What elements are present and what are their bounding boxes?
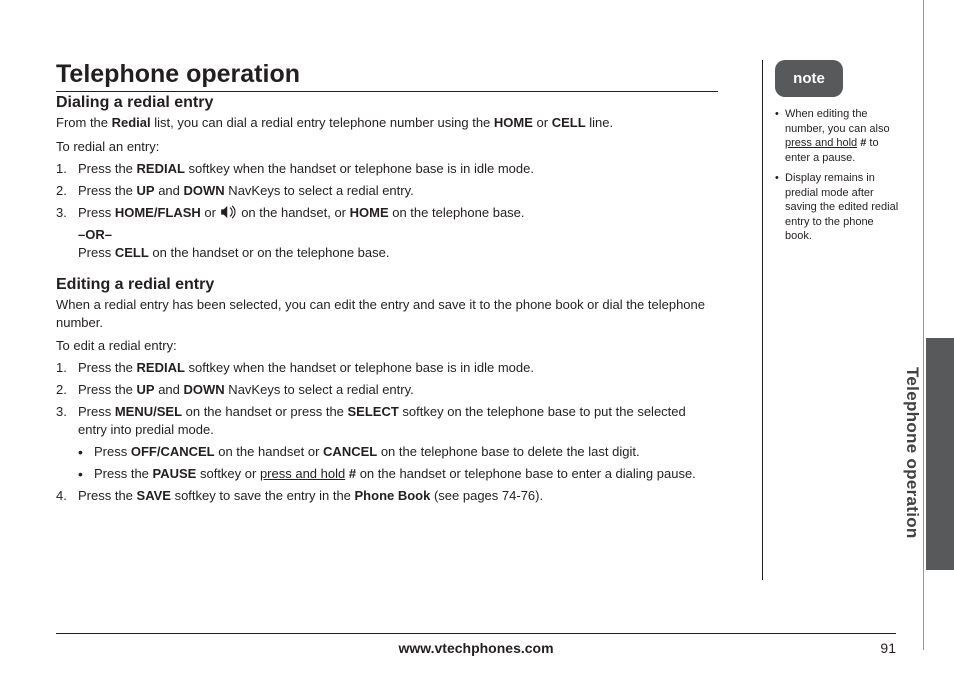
note-item: Display remains in predial mode after sa… [775, 171, 900, 244]
main-column: Telephone operation Dialing a redial ent… [56, 60, 718, 505]
section2-steps: Press the REDIAL softkey when the handse… [56, 359, 718, 505]
page: Telephone operation Dialing a redial ent… [56, 60, 896, 650]
footer-page: 91 [880, 640, 896, 656]
speaker-icon [220, 205, 238, 219]
note-item: When editing the number, you can also pr… [775, 107, 900, 165]
list-item: Press the REDIAL softkey when the handse… [56, 359, 718, 377]
list-item: Press the REDIAL softkey when the handse… [56, 160, 718, 178]
page-title: Telephone operation [56, 60, 718, 92]
sidebar-notes: When editing the number, you can also pr… [775, 107, 900, 244]
list-item: Press MENU/SEL on the handset or press t… [56, 403, 718, 483]
bullet-item: Press OFF/CANCEL on the handset or CANCE… [78, 443, 718, 461]
footer-url: www.vtechphones.com [398, 640, 553, 656]
vertical-rule [923, 0, 924, 650]
section2-intro: When a redial entry has been selected, y… [56, 296, 718, 332]
section2-lead: To edit a redial entry: [56, 337, 718, 355]
list-item: Press the UP and DOWN NavKeys to select … [56, 182, 718, 200]
side-tab [926, 338, 954, 570]
footer: www.vtechphones.com 91 [56, 633, 896, 640]
section1-heading: Dialing a redial entry [56, 94, 718, 112]
list-item: Press the SAVE softkey to save the entry… [56, 487, 718, 505]
sidebar: note When editing the number, you can al… [762, 60, 900, 580]
list-item: Press HOME/FLASH or on the handset, or H… [56, 204, 718, 262]
list-item: Press the UP and DOWN NavKeys to select … [56, 381, 718, 399]
bullet-item: Press the PAUSE softkey or press and hol… [78, 465, 718, 483]
section2-heading: Editing a redial entry [56, 276, 718, 294]
section1-lead: To redial an entry: [56, 138, 718, 156]
section1-steps: Press the REDIAL softkey when the handse… [56, 160, 718, 262]
section1-intro: From the Redial list, you can dial a red… [56, 114, 718, 132]
note-badge: note [775, 60, 843, 97]
side-tab-label: Telephone operation [902, 320, 922, 586]
